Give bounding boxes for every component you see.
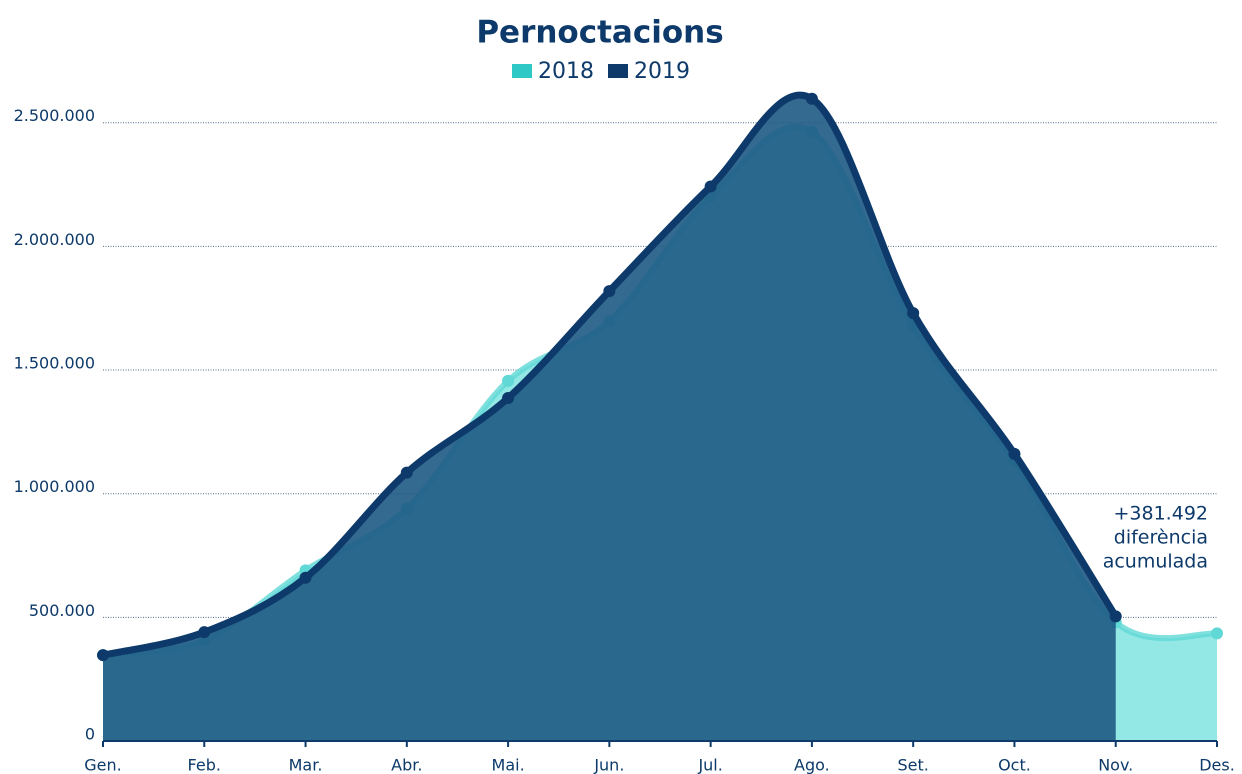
- point: [299, 571, 312, 584]
- x-tick-label: Set.: [898, 756, 929, 774]
- point: [805, 92, 818, 105]
- x-tick-label: Jul.: [697, 756, 722, 774]
- point: [603, 285, 616, 298]
- point: [502, 374, 515, 387]
- x-tick-label: Oct.: [998, 756, 1031, 774]
- annotation: diferència: [1114, 527, 1208, 549]
- y-tick-label: 1.500.000: [14, 354, 95, 373]
- x-tick-label: Abr.: [391, 756, 422, 774]
- point: [1211, 627, 1223, 640]
- x-tick-label: Nov.: [1098, 756, 1133, 774]
- point: [400, 466, 413, 479]
- legend-swatch: [512, 64, 532, 78]
- y-tick-label: 500.000: [29, 601, 95, 620]
- x-tick-label: Mar.: [289, 756, 323, 774]
- point: [1109, 610, 1122, 623]
- point: [97, 649, 109, 662]
- x-tick-label: Feb.: [188, 756, 221, 774]
- annotation: +381.492: [1114, 503, 1209, 525]
- x-tick-label: Jun.: [593, 756, 624, 774]
- legend-label: 2019: [634, 59, 690, 84]
- area: [103, 95, 1116, 741]
- point: [1008, 447, 1021, 460]
- legend-label: 2018: [538, 59, 594, 84]
- point: [704, 180, 717, 193]
- y-tick-label: 2.000.000: [14, 230, 95, 249]
- point: [198, 626, 211, 639]
- x-tick-label: Des.: [1199, 756, 1235, 774]
- x-tick-label: Gen.: [84, 756, 121, 774]
- annotation: acumulada: [1103, 551, 1208, 573]
- y-tick-label: 2.500.000: [14, 106, 95, 125]
- chart-title: Pernoctacions: [476, 15, 723, 51]
- y-tick-label: 1.000.000: [14, 477, 95, 496]
- x-tick-label: Mai.: [492, 756, 525, 774]
- point: [907, 307, 920, 320]
- x-tick-label: Ago.: [794, 756, 830, 774]
- legend-swatch: [608, 64, 628, 78]
- point: [502, 391, 515, 404]
- y-tick-label: 0: [85, 725, 95, 744]
